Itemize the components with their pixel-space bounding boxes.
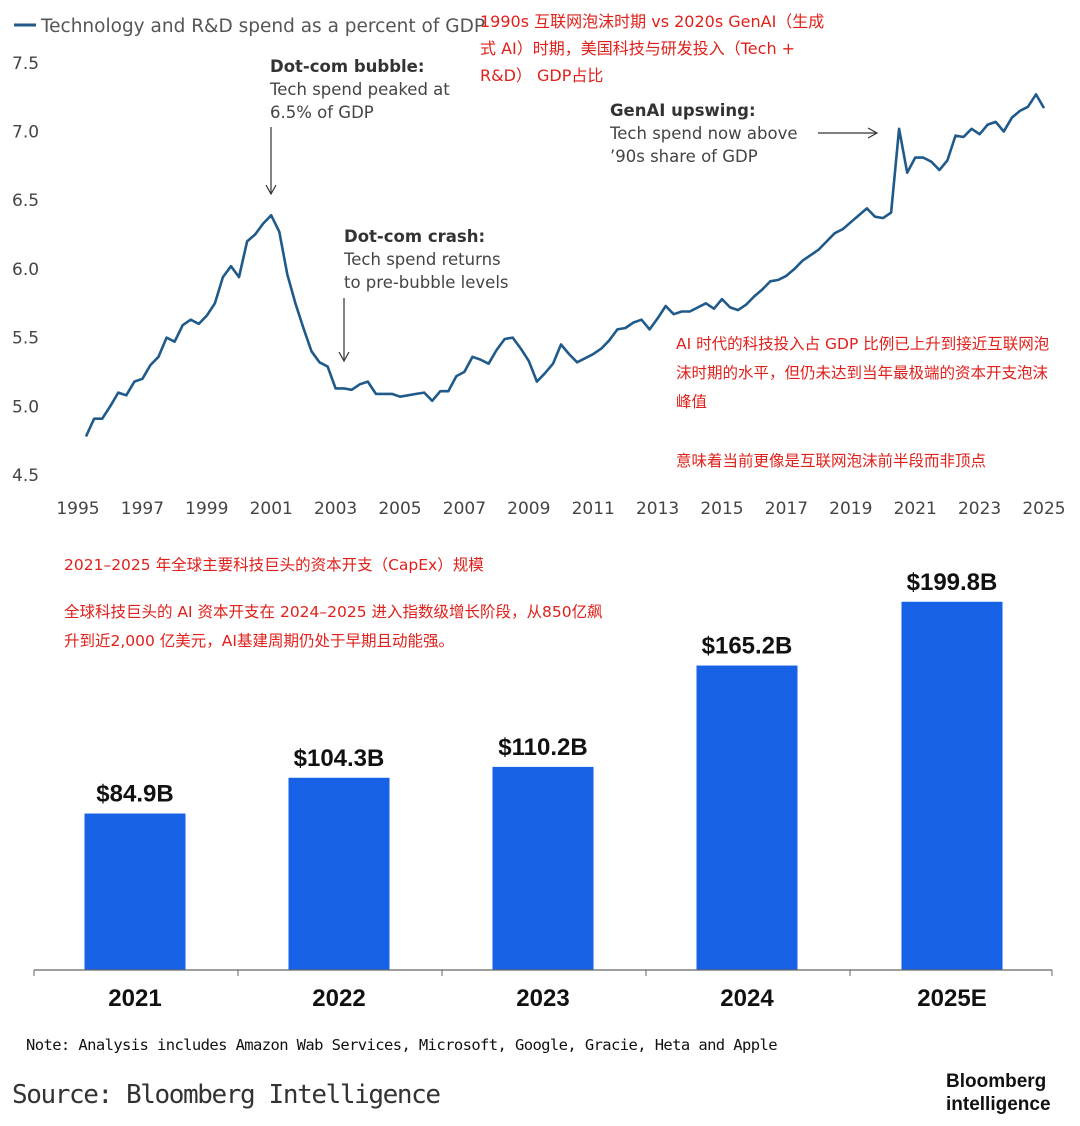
x-tick-label: 1999 [185,499,228,519]
brand-line: Bloomberg [946,1071,1047,1092]
annotation-line: Tech spend now above [609,124,798,143]
annotation-line: Tech spend peaked at [269,80,450,99]
bar [492,766,594,970]
x-tick-label: 2019 [829,499,872,519]
y-tick-label: 5.0 [12,397,39,417]
cn-top-note: AI 时代的科技投入占 GDP 比例已上升到接近互联网泡沫时期的水平，但仍未达到… [676,335,1050,411]
annotation-title: Dot-com bubble: [270,57,424,76]
x-tick-label: 2013 [636,499,679,519]
bar-category-label: 2024 [720,985,774,1012]
bar-x-axis: 2021 2022 2023 2024 2025E [33,970,1053,1012]
bar-chart: $84.9B$104.3B $110.2B$165.2B$199.8B 2021 2… [33,569,1053,1012]
legend-label: Technology and R&D spend as a percent of… [40,16,485,37]
bars: $84.9B $104.3B $110.2B $165.2B $199.8B [84,569,1003,970]
x-tick-label: 2009 [507,499,550,519]
annotation-line: Tech spend returns [343,250,501,269]
annotation-genai-upswing: GenAI upswing: Tech spend now above ’90s… [609,101,879,166]
x-tick-label: 1995 [56,499,99,519]
cn-bottom-description: 全球科技巨头的 AI 资本开支在 2024–2025 进入指数级增长阶段，从85… [64,603,603,650]
y-tick-label: 4.5 [12,466,39,486]
x-tick-label: 2025 [1022,499,1065,519]
bar-value-label: $199.8B [907,569,998,596]
bar-value-label: $165.2B [702,633,793,660]
y-tick-label: 7.5 [12,54,39,74]
brand-logo: Bloomberg intelligence [946,1070,1051,1116]
cn-bottom-title: 2021–2025 年全球主要科技巨头的资本开支（CapEx）规模 [64,556,484,574]
x-tick-label: 2011 [572,499,615,519]
annotation-line: to pre-bubble levels [344,273,509,292]
x-tick-label: 2021 [894,499,937,519]
bar-value-label: $84.9B [96,781,173,808]
x-tick-label: 2003 [314,499,357,519]
bar [901,601,1003,970]
arrow-head-icon [265,184,277,196]
bar-category-label: 2023 [516,985,569,1012]
cn-top-title: 1990s 互联网泡沫时期 vs 2020s GenAI（生成式 AI）时期，美… [480,12,825,85]
y-tick-label: 7.0 [12,123,39,143]
annotation-dotcom-crash: Dot-com crash: Tech spend returns to pre… [338,227,509,363]
x-tick-label: 2007 [443,499,486,519]
footnote: Note: Analysis includes Amazon Wab Servi… [26,1036,778,1054]
x-tick-label: 2001 [250,499,293,519]
bar-category-label: 2022 [312,985,365,1012]
series-line [84,93,1046,438]
legend: Technology and R&D spend as a percent of… [14,16,485,37]
x-tick-label: 1997 [121,499,164,519]
y-tick-label: 6.5 [12,191,39,211]
bar-value-label: $110.2B [498,734,587,761]
line-chart: Technology and R&D spend as a percent of… [12,16,1066,519]
bar [288,777,390,970]
brand-line: intelligence [946,1094,1051,1115]
annotation-title: GenAI upswing: [610,101,756,120]
bar-value-label: $104.3B [294,745,385,772]
x-tick-label: 2015 [700,499,743,519]
x-tick-label: 2005 [378,499,421,519]
bar [696,665,798,970]
source-label: Source: Bloomberg Intelligence [12,1080,441,1110]
y-tick-label: 5.5 [12,329,39,349]
y-axis: 4.5 5.0 5.5 6.0 6.5 7.0 7.5 [12,54,39,486]
arrow-head-icon [338,351,350,363]
bar [84,813,186,970]
arrow-head-icon [867,127,879,139]
x-axis: 1995 1997 1999 2001 2003 2005 2007 2009 2011 2013… [56,499,1065,519]
bar-category-label: 2025E [917,985,986,1012]
bar-category-label: 2021 [108,985,161,1012]
cn-top-note-2: 意味着当前更像是互联网泡沫前半段而非顶点 [676,452,987,470]
annotation-dotcom-bubble: Dot-com bubble: Tech spend peaked at 6.5… [265,57,450,196]
annotation-line: 6.5% of GDP [270,103,374,122]
annotation-line: ’90s share of GDP [610,147,758,166]
y-tick-label: 6.0 [12,260,39,280]
annotation-title: Dot-com crash: [344,227,485,246]
x-tick-label: 2023 [958,499,1001,519]
x-tick-label: 2017 [765,499,808,519]
